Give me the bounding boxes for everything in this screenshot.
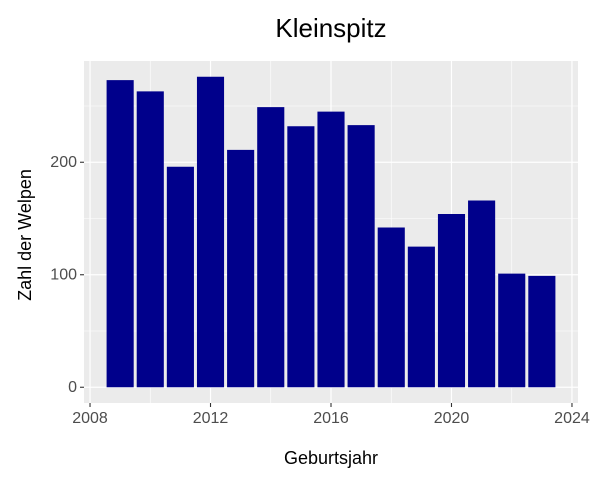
bar-2012: [196, 76, 225, 388]
bar-2010: [136, 91, 164, 388]
x-tick-label: 2012: [193, 410, 229, 427]
bar-2009: [106, 80, 134, 388]
bar-2019: [407, 246, 435, 388]
y-tick-label: 0: [68, 379, 77, 396]
x-axis: 2008 2012 2016 2020 2024: [72, 403, 590, 427]
bars: [106, 76, 556, 388]
bar-2023: [528, 275, 556, 388]
bar-2017: [347, 125, 375, 388]
x-tick-label: 2020: [434, 410, 470, 427]
bar-2018: [377, 227, 405, 388]
bar-2015: [287, 126, 315, 388]
y-axis-title: Zahl der Welpen: [15, 169, 35, 301]
x-tick-label: 2008: [72, 410, 108, 427]
x-tick-label: 2016: [313, 410, 349, 427]
x-axis-title: Geburtsjahr: [284, 448, 378, 468]
bar-2021: [468, 200, 496, 388]
y-tick-label: 200: [50, 154, 77, 171]
bar-2013: [227, 149, 255, 388]
y-tick-label: 100: [50, 266, 77, 283]
bar-2022: [498, 273, 526, 388]
bar-2014: [257, 107, 285, 388]
bar-2011: [166, 166, 194, 388]
y-axis: 0 100 200: [50, 154, 84, 396]
bar-2020: [437, 214, 466, 388]
bar-2016: [317, 111, 345, 388]
chart-title: Kleinspitz: [275, 13, 386, 43]
x-tick-label: 2024: [554, 410, 590, 427]
